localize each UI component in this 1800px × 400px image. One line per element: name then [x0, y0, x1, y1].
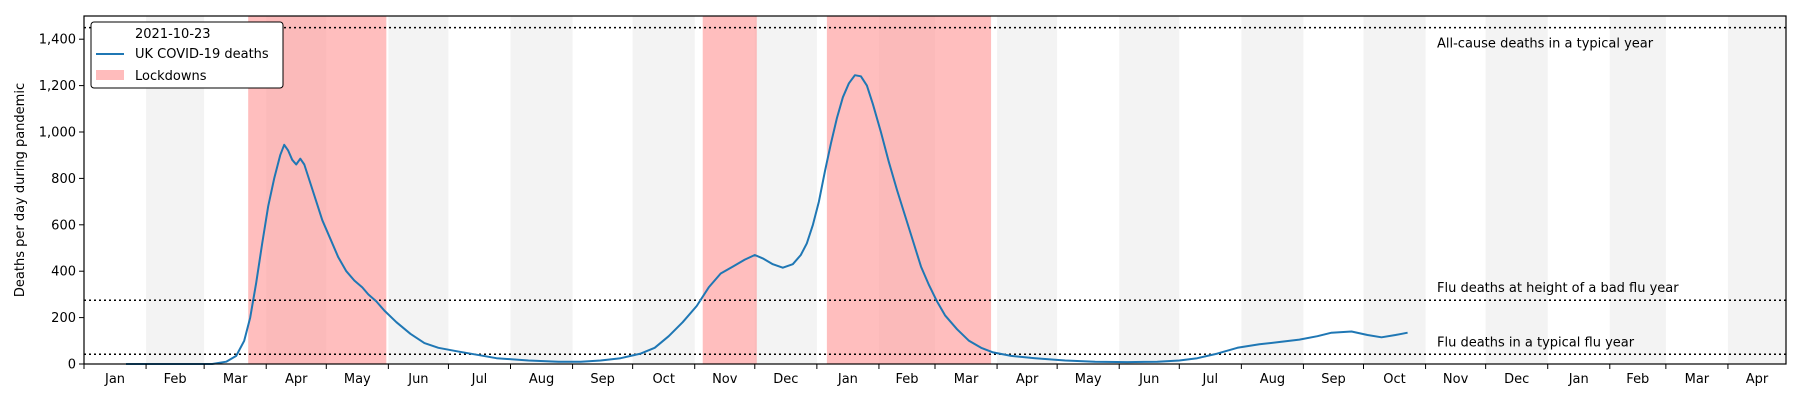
month-shade	[1119, 16, 1180, 364]
legend-box	[90, 21, 284, 89]
x-tick-label: Apr	[1016, 372, 1039, 387]
x-tick-label: Apr	[285, 372, 308, 387]
x-tick-label: Jun	[1138, 372, 1159, 387]
y-tick-label: 600	[51, 218, 76, 233]
y-tick-label: 0	[68, 358, 76, 373]
y-tick-label: 800	[51, 172, 76, 187]
lockdown-spans	[248, 16, 992, 364]
legend-lockdown-label: Lockdowns	[135, 69, 207, 84]
lockdown-span	[826, 16, 992, 364]
x-tick-label: Aug	[529, 372, 554, 387]
month-shade	[510, 16, 573, 364]
x-tick-label: Nov	[1443, 372, 1469, 387]
month-shade	[1363, 16, 1426, 364]
lockdown-span	[702, 16, 757, 364]
x-tick-label: Jul	[471, 372, 488, 387]
x-tick-label: Sep	[590, 372, 615, 387]
x-tick-label: Nov	[712, 372, 738, 387]
x-tick-label: Dec	[1504, 372, 1529, 387]
reference-line-label: Flu deaths at height of a bad flu year	[1437, 281, 1679, 296]
x-tick-label: Feb	[895, 372, 918, 387]
plot-frame	[83, 15, 1787, 365]
y-axis-label: Deaths per day during pandemic	[13, 83, 28, 297]
x-tick-label: Apr	[1746, 372, 1769, 387]
series-line-uk-covid-deaths	[126, 74, 1408, 365]
reference-lines: All-cause deaths in a typical year Flu de…	[84, 26, 1786, 356]
legend-title: 2021-10-23	[135, 27, 211, 42]
legend: 2021-10-23 UK COVID-19 deaths Lockdowns	[90, 21, 284, 89]
month-shade	[388, 16, 449, 364]
month-shade	[1485, 16, 1548, 364]
legend-lockdown-swatch	[96, 70, 124, 80]
legend-series-label: UK COVID-19 deaths	[135, 47, 269, 62]
x-tick-label: Jun	[407, 372, 428, 387]
x-tick-label: Mar	[223, 372, 248, 387]
x-axis: Jan Feb Mar Apr May Jun Jul Aug Sep Oct Nov Dec Jan F…	[83, 364, 1769, 387]
x-tick-label: May	[344, 372, 371, 387]
x-tick-label: Feb	[164, 372, 187, 387]
reference-line-label: All-cause deaths in a typical year	[1437, 37, 1654, 52]
x-tick-label: Jul	[1201, 372, 1218, 387]
month-shade	[1609, 16, 1666, 364]
y-tick-label: 400	[51, 265, 76, 280]
x-tick-label: Mar	[954, 372, 979, 387]
month-shade	[754, 16, 817, 364]
month-shade	[1241, 16, 1304, 364]
x-tick-label: Aug	[1260, 372, 1285, 387]
y-tick-label: 1,400	[39, 33, 76, 48]
y-tick-label: 1,200	[39, 79, 76, 94]
x-tick-label: May	[1075, 372, 1102, 387]
x-tick-label: Jan	[837, 372, 858, 387]
x-tick-label: Oct	[1383, 372, 1405, 387]
x-tick-label: Sep	[1321, 372, 1346, 387]
x-tick-label: Jan	[1568, 372, 1589, 387]
reference-line-label: Flu deaths in a typical flu year	[1437, 335, 1635, 350]
x-tick-label: Dec	[773, 372, 798, 387]
month-shade	[1727, 16, 1786, 364]
y-tick-label: 200	[51, 311, 76, 326]
y-axis: 0 200 400 600 800 1,000 1,200 1,400	[39, 33, 84, 373]
month-shade	[632, 16, 695, 364]
x-tick-label: Jan	[104, 372, 125, 387]
month-shade	[997, 16, 1058, 364]
x-tick-label: Mar	[1685, 372, 1710, 387]
x-tick-label: Feb	[1626, 372, 1649, 387]
y-tick-label: 1,000	[39, 126, 76, 141]
x-tick-label: Oct	[652, 372, 674, 387]
